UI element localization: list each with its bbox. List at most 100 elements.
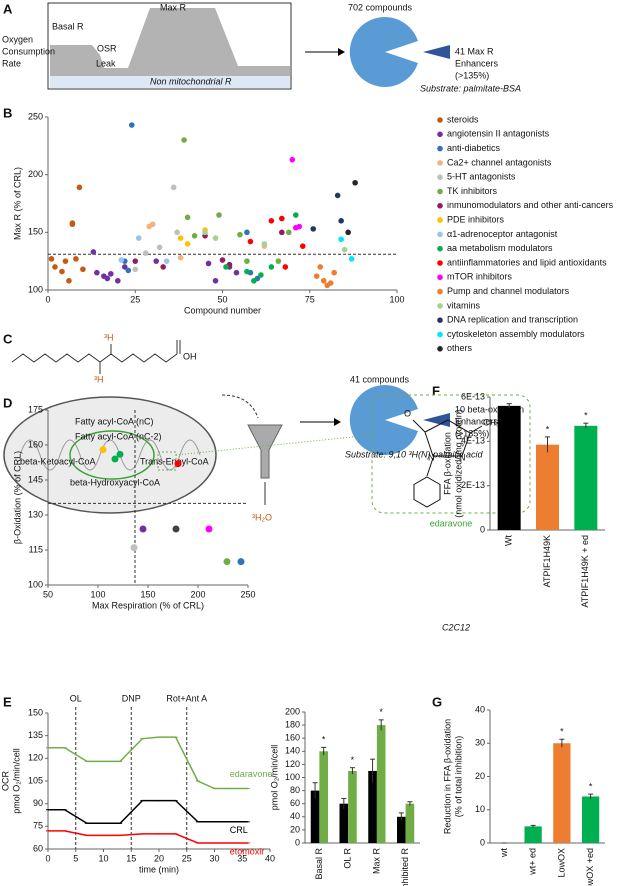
legend-label: cytoskeleton assembly modulators [447, 329, 585, 339]
point [121, 264, 128, 270]
point [268, 264, 275, 270]
y-tick-label: 30 [475, 738, 485, 748]
series-line [48, 799, 248, 825]
bar [397, 816, 406, 843]
x-tick-label: 10 [98, 853, 108, 863]
bar [497, 405, 521, 530]
bar [310, 790, 320, 843]
phase-label: Non mitochondrial R [150, 76, 232, 86]
bar [376, 725, 386, 843]
point [268, 218, 275, 224]
point [317, 264, 324, 270]
note: C2C12 [442, 622, 470, 632]
legend-marker [437, 188, 443, 195]
x-tick-label: 0 [45, 294, 50, 304]
legend-marker [437, 346, 443, 352]
point [111, 455, 119, 463]
y-tick-label: 20 [475, 771, 485, 781]
tritium-label: ³H [94, 374, 104, 384]
y-tick-label: 105 [28, 775, 43, 785]
point [149, 221, 156, 228]
legend-marker [437, 117, 443, 123]
y-tick-label: 160 [285, 733, 300, 743]
point [174, 460, 182, 468]
panel-letter: E [3, 694, 12, 709]
x-tick-label: OL R [343, 847, 353, 868]
point [279, 229, 285, 236]
benzene [413, 476, 441, 508]
phase-label: Leak [96, 58, 116, 68]
point [327, 280, 334, 286]
x-tick-label: wt [499, 848, 509, 858]
y-tick-label: 100 [28, 579, 43, 589]
legend-label: steroids [447, 114, 479, 124]
point [115, 277, 121, 284]
point [313, 273, 320, 279]
pie-title: 41 compounds [350, 374, 410, 384]
legend-marker [437, 317, 443, 324]
point [177, 254, 184, 261]
bar [405, 803, 415, 843]
y-tick-label: 75 [33, 821, 43, 831]
x-tick-label: 25 [182, 853, 192, 863]
x-tick-label: 200 [190, 589, 205, 599]
highlight-box [157, 451, 177, 471]
panel-letter: D [3, 395, 12, 410]
x-tick-label: 100 [90, 589, 105, 599]
point [258, 272, 264, 278]
x-tick-label: 75 [305, 294, 315, 304]
legend-marker [437, 217, 443, 223]
x-tick-label: 20 [154, 853, 164, 863]
point [132, 258, 139, 264]
cycle-arrow [69, 430, 155, 480]
legend-marker [437, 331, 443, 338]
point [233, 269, 240, 276]
legend-label: DNA replication and transcription [447, 315, 578, 325]
point [104, 275, 111, 282]
significance: * [322, 735, 326, 745]
arrowhead [338, 48, 345, 56]
note: Primary myotubes [442, 884, 515, 886]
y-tick-label: 20 [290, 824, 300, 834]
result-label: (>135%) [455, 428, 489, 438]
point [156, 244, 163, 251]
y-tick-label: 150 [28, 707, 43, 717]
point [320, 277, 327, 284]
x-tick-label: LowOX +ed [585, 848, 595, 886]
phase-label: Max R [160, 2, 187, 12]
point [247, 238, 254, 245]
event-label: Rot+Ant A [166, 693, 207, 703]
x-tick-label: 150 [140, 589, 155, 599]
atom: N [459, 452, 466, 462]
y-tick-label: 0 [295, 837, 300, 847]
bar [536, 444, 559, 530]
x-tick-label: LowOX [556, 848, 566, 878]
atom: CH₃ [483, 417, 500, 427]
event-label: OL [70, 693, 82, 703]
point [116, 450, 124, 458]
substrate: Substrate: 9,10 ³H(N) palmitic acid [345, 449, 484, 459]
y-tick-label: 100 [28, 284, 43, 294]
legend-marker [437, 231, 443, 238]
significance: * [379, 707, 383, 717]
legend-label: anti-diabetics [447, 143, 501, 153]
event-label: DNP [122, 693, 141, 703]
point [69, 220, 76, 226]
point [289, 156, 296, 163]
significance: * [589, 781, 593, 791]
cycle-step: Trans-Enoyl-CoA [140, 456, 209, 466]
series-line [48, 736, 248, 790]
x-tick-label: 50 [217, 294, 227, 304]
point [73, 256, 79, 262]
x-tick-label: 100 [389, 294, 404, 304]
y-tick-label: 200 [28, 169, 43, 179]
arrowhead [334, 418, 341, 426]
pie-slice [423, 413, 450, 427]
point [48, 256, 55, 262]
pie [349, 16, 418, 87]
legend-marker [437, 260, 443, 266]
x-tick-label: Wt [504, 535, 514, 546]
point [244, 268, 250, 275]
point [62, 258, 69, 264]
